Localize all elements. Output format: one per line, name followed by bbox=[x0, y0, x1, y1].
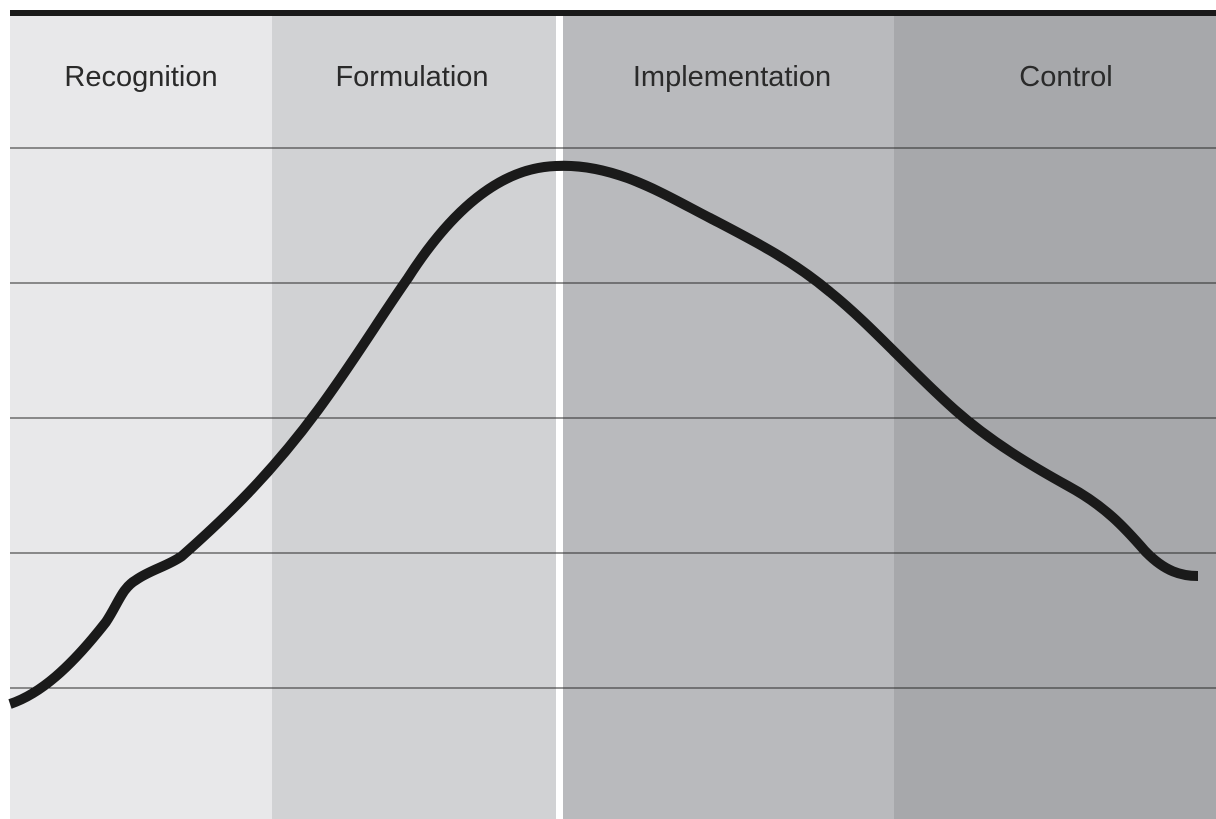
gridlines bbox=[10, 147, 1216, 689]
phase-divider bbox=[556, 14, 563, 819]
phase-label-control: Control bbox=[1019, 61, 1113, 93]
phase-band-recognition bbox=[10, 14, 272, 819]
activity-curve bbox=[8, 160, 1199, 709]
phase-band-control bbox=[894, 14, 1216, 819]
phase-label-recognition: Recognition bbox=[64, 61, 217, 93]
top-rule bbox=[10, 10, 1216, 16]
phase-label-implementation: Implementation bbox=[633, 61, 831, 93]
phase-band-implementation bbox=[563, 14, 894, 819]
phase-label-formulation: Formulation bbox=[335, 61, 488, 93]
